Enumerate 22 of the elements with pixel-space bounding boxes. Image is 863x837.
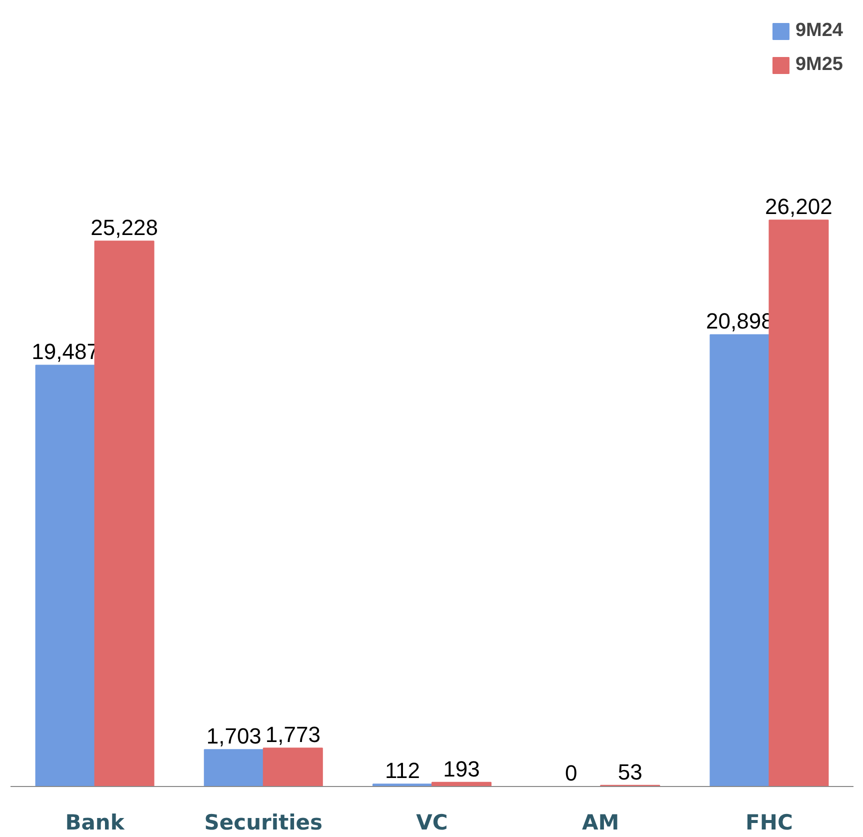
x-tick-label: VC (416, 810, 448, 834)
data-label: 112 (384, 758, 420, 784)
legend-label: 9M24 (795, 20, 843, 42)
bar (204, 749, 264, 786)
x-tick-label: FHC (746, 810, 793, 834)
data-label: 193 (443, 756, 480, 782)
bar (768, 220, 829, 786)
data-label: 1,773 (265, 722, 320, 748)
data-label: 25,228 (90, 215, 158, 240)
data-label: 0 (564, 760, 578, 786)
x-tick-label: AM (582, 810, 620, 834)
x-tick-label: Bank (65, 810, 126, 834)
bar (710, 334, 770, 786)
data-label: 19,487 (32, 339, 99, 364)
bar (35, 364, 96, 786)
x-tick-label: Securities (204, 810, 323, 834)
bar (94, 240, 154, 786)
legend-label: 9M25 (795, 54, 843, 76)
data-label: 26,202 (765, 194, 832, 220)
data-label: 1,703 (206, 724, 262, 749)
bar (262, 748, 323, 786)
data-label: 53 (618, 759, 642, 784)
